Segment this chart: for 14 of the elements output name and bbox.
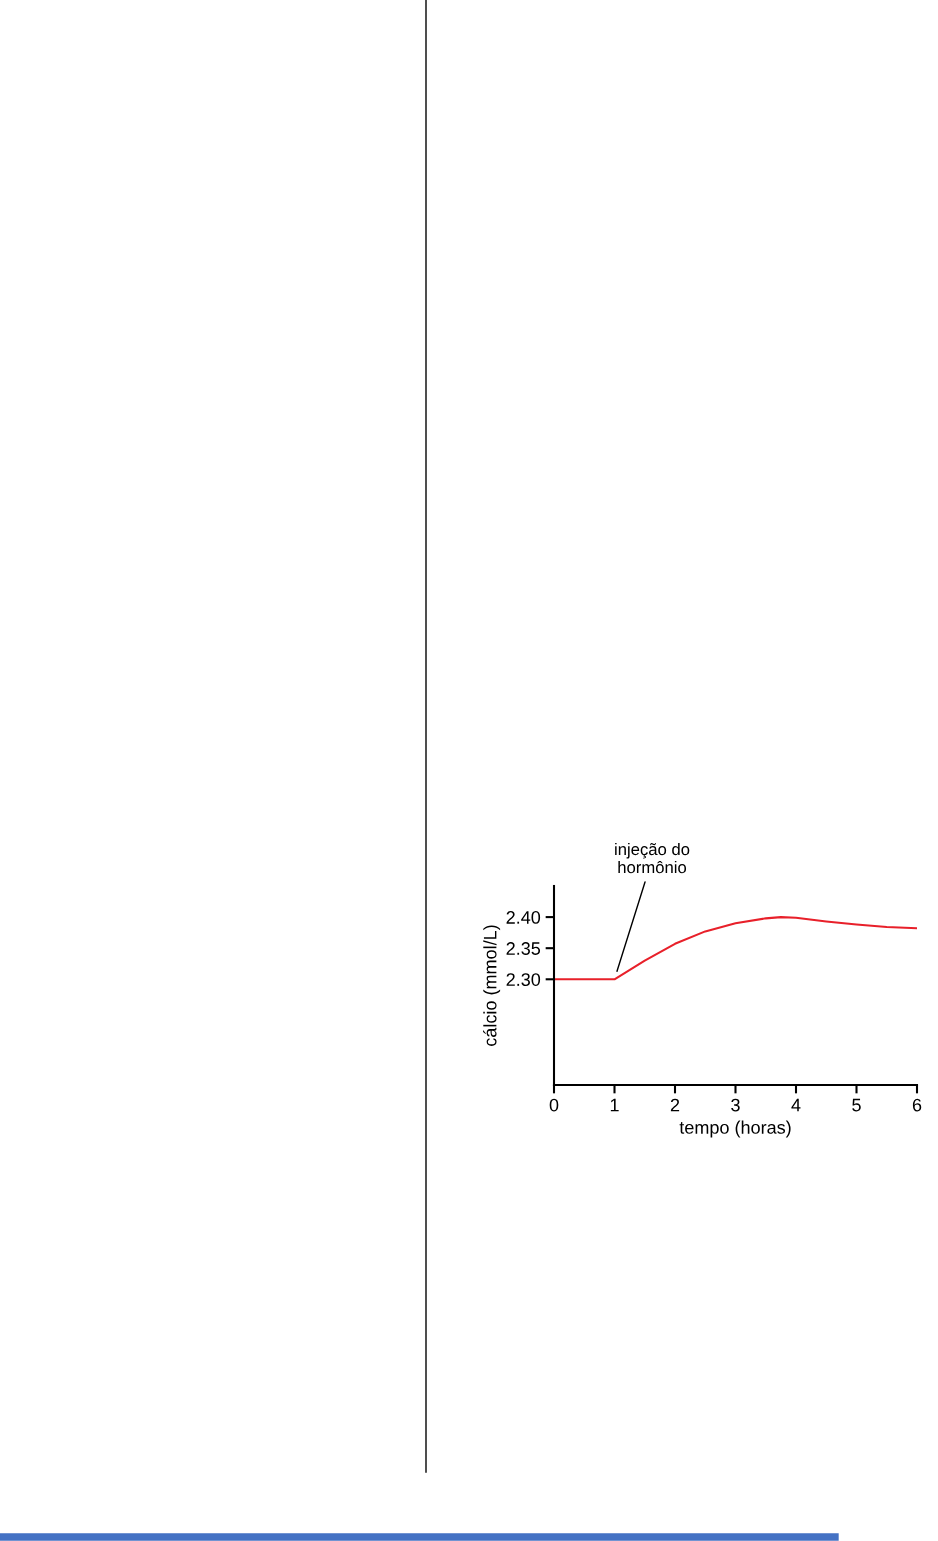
x-tick-label: 0 (549, 1098, 559, 1112)
y-axis-title: cálcio (mmol/L) (483, 925, 501, 1046)
x-tick-label: 2 (670, 1098, 680, 1112)
line-series (554, 916, 917, 981)
x-tick-label: 4 (791, 1098, 801, 1112)
x-axis-title: tempo (horas) (679, 1120, 791, 1138)
y-tick-label: 2.40 (506, 911, 541, 924)
x-tick-label: 1 (610, 1098, 619, 1112)
y-tick-label: 2.35 (506, 942, 541, 955)
x-tick-label: 5 (852, 1098, 861, 1112)
x-tick-label: 6 (912, 1098, 922, 1112)
y-tick-label: 2.30 (506, 973, 541, 986)
annotation: injeção do hormônio (615, 842, 690, 874)
x-tick-label: 3 (731, 1098, 740, 1112)
